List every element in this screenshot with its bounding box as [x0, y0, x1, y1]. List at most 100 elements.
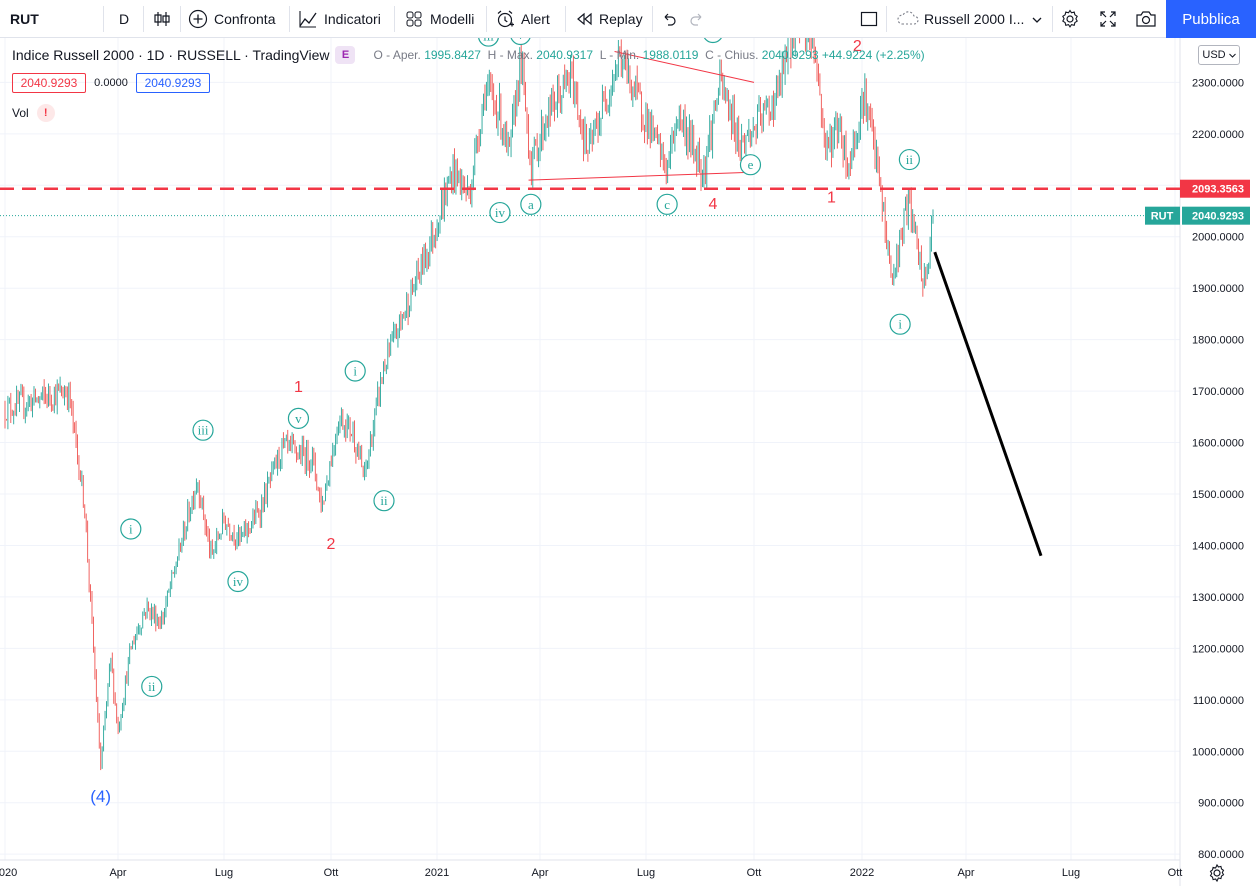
publish-button[interactable]: Pubblica	[1166, 0, 1256, 38]
price-tick-label: 1900.0000	[1192, 283, 1244, 295]
compare-button[interactable]: Confronta	[188, 0, 275, 38]
time-tick-label: Apr	[109, 867, 126, 879]
wave-label-circle	[373, 490, 395, 512]
alert-label: Alert	[521, 11, 550, 27]
wave-label-circle	[489, 201, 511, 224]
indicators-button[interactable]: Indicatori	[298, 0, 381, 38]
replay-button[interactable]: Replay	[575, 0, 643, 38]
layout-toggle-button[interactable]	[858, 0, 880, 38]
time-tick-label: Ott	[747, 867, 762, 879]
wave-label-circle	[192, 419, 214, 441]
time-tick-label: Apr	[531, 867, 548, 879]
wave-label: 1	[294, 379, 303, 396]
interval-label: D	[118, 11, 130, 27]
price-chart[interactable]: 800.0000 900.0000 1000.0000 1100.0000 1200.0…	[0, 38, 1256, 886]
close-value: 2040.9293	[761, 48, 819, 62]
last-price-symbol-label: RUT	[1151, 211, 1174, 223]
wave-label: i	[898, 317, 902, 332]
trendline	[614, 51, 755, 83]
candles-icon	[153, 10, 171, 28]
horizontal-line-price-label: 2093.3563	[1192, 184, 1244, 196]
chart-style-button[interactable]	[148, 0, 176, 38]
wave-label-circle	[287, 407, 310, 429]
wave-label: v	[295, 411, 302, 426]
warning-icon: !	[36, 104, 55, 122]
layout-dropdown[interactable]: Russell 2000 I...	[896, 8, 1048, 30]
wave-label: 2	[853, 38, 862, 55]
wave-label: iii	[483, 38, 494, 44]
time-tick-label: 2020	[0, 867, 17, 879]
price-tick-label: 1800.0000	[1192, 335, 1244, 347]
time-tick-label: Apr	[957, 867, 974, 879]
rewind-icon	[575, 10, 593, 28]
volume-label: Vol	[12, 106, 29, 120]
time-tick-label: 2022	[850, 867, 874, 879]
undo-icon	[661, 11, 677, 27]
wave-label-circle	[703, 38, 722, 44]
wave-label-circle	[141, 675, 163, 698]
wave-label: 2	[327, 536, 336, 553]
templates-button[interactable]: Modelli	[404, 0, 474, 38]
last-price-label: 2040.9293	[1192, 211, 1244, 223]
wave-label-circle	[510, 38, 531, 46]
settings-button[interactable]	[1058, 0, 1082, 38]
open-value: 1995.8427	[424, 48, 481, 62]
gear-icon	[1060, 9, 1080, 29]
currency-dropdown[interactable]: USD	[1198, 45, 1240, 65]
redo-button[interactable]	[687, 0, 707, 38]
price-tick-label: 1700.0000	[1192, 386, 1244, 398]
interval-button[interactable]: D	[110, 0, 138, 38]
trendline	[528, 171, 749, 181]
alarm-clock-icon	[495, 9, 515, 29]
price-tick-label: 900.0000	[1198, 798, 1244, 810]
last-price-symbol-tag	[1145, 206, 1180, 225]
time-tick-label: Lug	[637, 867, 655, 879]
candles	[4, 38, 934, 771]
wave-label: v	[517, 38, 524, 42]
projection-line	[933, 251, 1043, 557]
horizontal-line-price-tag	[1180, 179, 1250, 198]
fullscreen-button[interactable]	[1096, 0, 1120, 38]
price-tick-label: 1500.0000	[1192, 489, 1244, 501]
time-tick-label: Ott	[1168, 867, 1183, 879]
wave-label-circle	[898, 148, 920, 171]
wave-label: c	[664, 197, 670, 212]
time-tick-label: Lug	[1062, 867, 1080, 879]
buy-price-box[interactable]: 2040.9293	[136, 73, 210, 93]
time-tick-label: Lug	[215, 867, 233, 879]
wave-label: ii	[380, 493, 388, 508]
wave-label: i	[129, 521, 133, 536]
earnings-badge[interactable]: E	[335, 46, 356, 64]
ohlc-values: O - Aper. 1995.8427 H - Max. 2040.9317 L…	[373, 48, 925, 62]
sell-price-box[interactable]: 2040.9293	[12, 73, 86, 93]
plus-circle-icon	[188, 9, 208, 29]
wave-label: 1	[827, 190, 836, 207]
wave-label-circle	[889, 313, 911, 335]
currency-label: USD	[1202, 49, 1226, 61]
wave-label: a	[528, 197, 534, 212]
price-tick-label: 1300.0000	[1192, 592, 1244, 604]
low-value: 1988.0119	[642, 48, 699, 62]
price-tick-label: 1400.0000	[1192, 540, 1244, 552]
time-tick-label: 2021	[425, 867, 449, 879]
symbol-button[interactable]: RUT	[10, 0, 100, 38]
templates-label: Modelli	[430, 11, 475, 27]
square-icon	[860, 10, 878, 28]
alert-button[interactable]: Alert	[495, 0, 550, 38]
legend-title: Indice Russell 2000 · 1D · RUSSELL · Tra…	[12, 47, 330, 63]
chart-legend: Indice Russell 2000 · 1D · RUSSELL · Tra…	[12, 46, 925, 64]
snapshot-button[interactable]	[1134, 0, 1158, 38]
compare-label: Confronta	[214, 11, 276, 27]
layout-name: Russell 2000 I...	[924, 11, 1025, 27]
wave-label: ii	[906, 152, 914, 167]
wave-label: iii	[198, 423, 209, 438]
wave-label: i	[353, 364, 357, 379]
top-toolbar: RUT D Confronta Indicatori Modelli Alert	[0, 0, 1256, 38]
chevron-down-icon	[1032, 11, 1042, 27]
chart-settings-gear-icon[interactable]	[1209, 863, 1225, 883]
volume-indicator[interactable]: Vol !	[12, 104, 55, 122]
undo-button[interactable]	[659, 0, 679, 38]
time-tick-label: Ott	[324, 867, 339, 879]
price-tick-label: 800.0000	[1198, 849, 1244, 861]
change-value: +44.9224 (+2.25%)	[821, 48, 925, 62]
